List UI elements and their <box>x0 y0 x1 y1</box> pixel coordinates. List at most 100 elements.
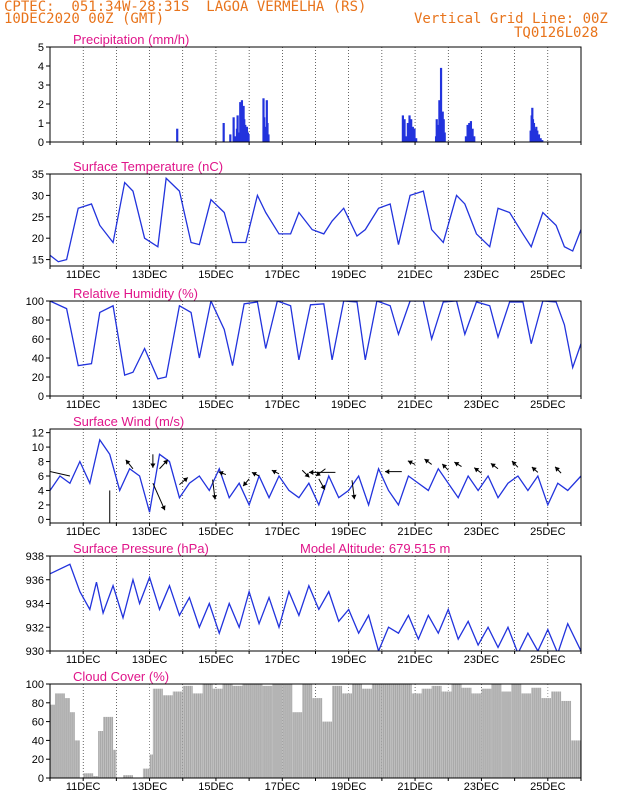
wind-arrow-head <box>531 466 537 472</box>
x-tick-label: 13DEC <box>132 269 168 281</box>
data-group <box>50 176 581 263</box>
panel-title: Precipitation (mm/h) <box>73 32 189 47</box>
bar <box>411 693 422 778</box>
y-tick-label: 60 <box>32 717 44 729</box>
bar <box>451 684 462 778</box>
wind-arrow <box>50 471 71 477</box>
bar <box>266 123 269 142</box>
bar <box>272 684 283 778</box>
bar <box>473 136 476 142</box>
bar <box>69 740 80 778</box>
plot-frame <box>49 46 582 143</box>
panel-title: Surface Temperature (nC) <box>73 159 223 174</box>
y-tick-label: 2 <box>38 99 44 111</box>
bar <box>471 128 474 142</box>
plot-frame <box>49 428 582 524</box>
bar <box>521 693 532 778</box>
x-tick-label: 13DEC <box>132 399 168 411</box>
bar <box>352 684 362 778</box>
wind-arrow-head <box>424 459 430 464</box>
x-tick-label: 19DEC <box>331 654 367 666</box>
bar <box>533 128 537 142</box>
bar <box>431 685 442 778</box>
bar <box>202 684 213 778</box>
x-tick-label: 19DEC <box>331 269 367 281</box>
wind-arrow-head <box>454 462 460 467</box>
x-tick-label: 23DEC <box>464 526 500 538</box>
x-tick-label: 23DEC <box>464 781 500 793</box>
y-tick-label: 6 <box>38 471 44 483</box>
bar <box>234 136 237 142</box>
x-tick-label: 21DEC <box>397 399 433 411</box>
bar <box>361 688 372 778</box>
bar <box>152 688 163 778</box>
y-tick-label: 10 <box>32 442 44 454</box>
bar <box>172 691 183 778</box>
x-tick-label: 15DEC <box>198 526 234 538</box>
bar <box>541 698 552 778</box>
y-tick-label: 1 <box>38 118 44 130</box>
bar <box>381 684 392 778</box>
bar <box>471 693 482 778</box>
header-grid-note: Vertical Grid Line: 00Z <box>414 11 608 27</box>
wind-arrow-head <box>271 469 277 475</box>
bar <box>541 140 544 142</box>
bar <box>461 687 472 778</box>
bar <box>408 115 411 142</box>
wind-arrow-head <box>384 469 390 475</box>
panel-wind: Surface Wind (m/s) 0 2 4 6 8 10 12 11DEC 13DEC 15D… <box>32 414 582 538</box>
panel-title: Cloud Cover (%) <box>73 669 169 684</box>
y-tick-label: 35 <box>32 169 44 181</box>
panel-title: Surface Wind (m/s) <box>73 414 184 429</box>
y-tick-label: 3 <box>38 80 44 92</box>
bar <box>212 688 223 778</box>
x-tick-label: 23DEC <box>464 399 500 411</box>
x-tick-label: 17DEC <box>265 526 301 538</box>
bar <box>371 684 382 778</box>
bar <box>464 136 468 142</box>
bar <box>265 100 268 142</box>
bar <box>302 684 313 778</box>
bar <box>401 684 412 778</box>
bar <box>236 115 239 142</box>
plot-frame <box>49 300 582 397</box>
bar <box>439 67 443 142</box>
x-tick-label: 21DEC <box>397 269 433 281</box>
bar <box>232 685 243 778</box>
header-code: TQ0126L028 <box>514 25 599 41</box>
y-tick-label: 2 <box>38 500 44 512</box>
bar <box>441 691 452 778</box>
bar <box>292 712 303 778</box>
bar <box>237 132 240 142</box>
wind-arrow-head <box>251 472 257 477</box>
y-tick-label: 30 <box>32 190 44 202</box>
data-group <box>50 563 581 651</box>
y-tick-label: 0 <box>38 391 44 403</box>
x-tick-label: 11DEC <box>66 526 101 538</box>
y-tick-label: 0 <box>38 514 44 526</box>
y-tick-label: 934 <box>26 599 44 611</box>
bar <box>222 123 225 142</box>
x-tick-label: 21DEC <box>397 781 433 793</box>
wind-arrow-head <box>315 471 321 476</box>
panel-pres: Surface Pressure (hPa) Model Altitude: 67… <box>26 541 582 666</box>
bar <box>469 121 473 142</box>
x-tick-label: 15DEC <box>198 654 234 666</box>
series-line <box>50 301 581 380</box>
panel-rh: Relative Humidity (%) 0 20 40 60 80 100 11DEC 13… <box>26 286 582 411</box>
bar <box>192 693 203 778</box>
bar <box>501 691 512 778</box>
wind-arrow-head <box>407 460 413 466</box>
series-line <box>50 563 581 651</box>
wind-arrow-head <box>243 481 248 487</box>
x-tick-label: 21DEC <box>397 526 433 538</box>
bar <box>162 695 173 778</box>
x-tick-label: 21DEC <box>397 654 433 666</box>
wind-arrow-head <box>474 467 480 473</box>
x-tick-label: 17DEC <box>265 781 301 793</box>
x-tick-label: 15DEC <box>198 269 234 281</box>
series-line <box>50 176 581 263</box>
wind-arrow-head <box>163 459 168 465</box>
bar <box>103 716 114 778</box>
x-tick-label: 25DEC <box>530 654 566 666</box>
